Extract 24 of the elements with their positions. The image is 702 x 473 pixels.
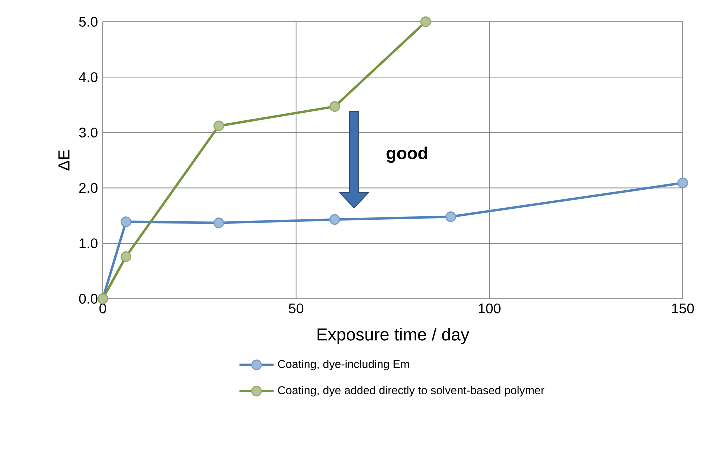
y-tick-label: 2.0 <box>80 183 98 194</box>
point <box>678 178 688 189</box>
y-tick-label: 3.0 <box>79 128 98 138</box>
x-tick-label: 50 <box>289 304 304 314</box>
point <box>214 218 224 228</box>
legend-label: Coating, dye added directly to solvent-based polymer <box>278 386 545 397</box>
point <box>120 252 132 262</box>
y-tick-label: 5.0 <box>79 17 98 27</box>
y-tick-label: 1.0 <box>80 238 98 249</box>
point <box>420 16 432 28</box>
point <box>330 101 340 112</box>
x-tick-label: 100 <box>479 304 501 314</box>
point <box>446 212 456 222</box>
annotation: good <box>386 146 428 164</box>
y-tick-label: 0.0 <box>79 294 98 304</box>
x-axis-title: Exposure time / day <box>318 328 470 344</box>
legend-label: Coating, dye-including Em <box>278 360 410 371</box>
y-axis-title: ΔE <box>58 150 70 171</box>
point <box>214 120 224 132</box>
point <box>120 216 132 228</box>
point <box>330 214 340 226</box>
y-tick-label: 4.0 <box>79 72 98 82</box>
x-tick-label: 0 <box>100 304 106 314</box>
x-tick-label: 150 <box>672 304 694 314</box>
